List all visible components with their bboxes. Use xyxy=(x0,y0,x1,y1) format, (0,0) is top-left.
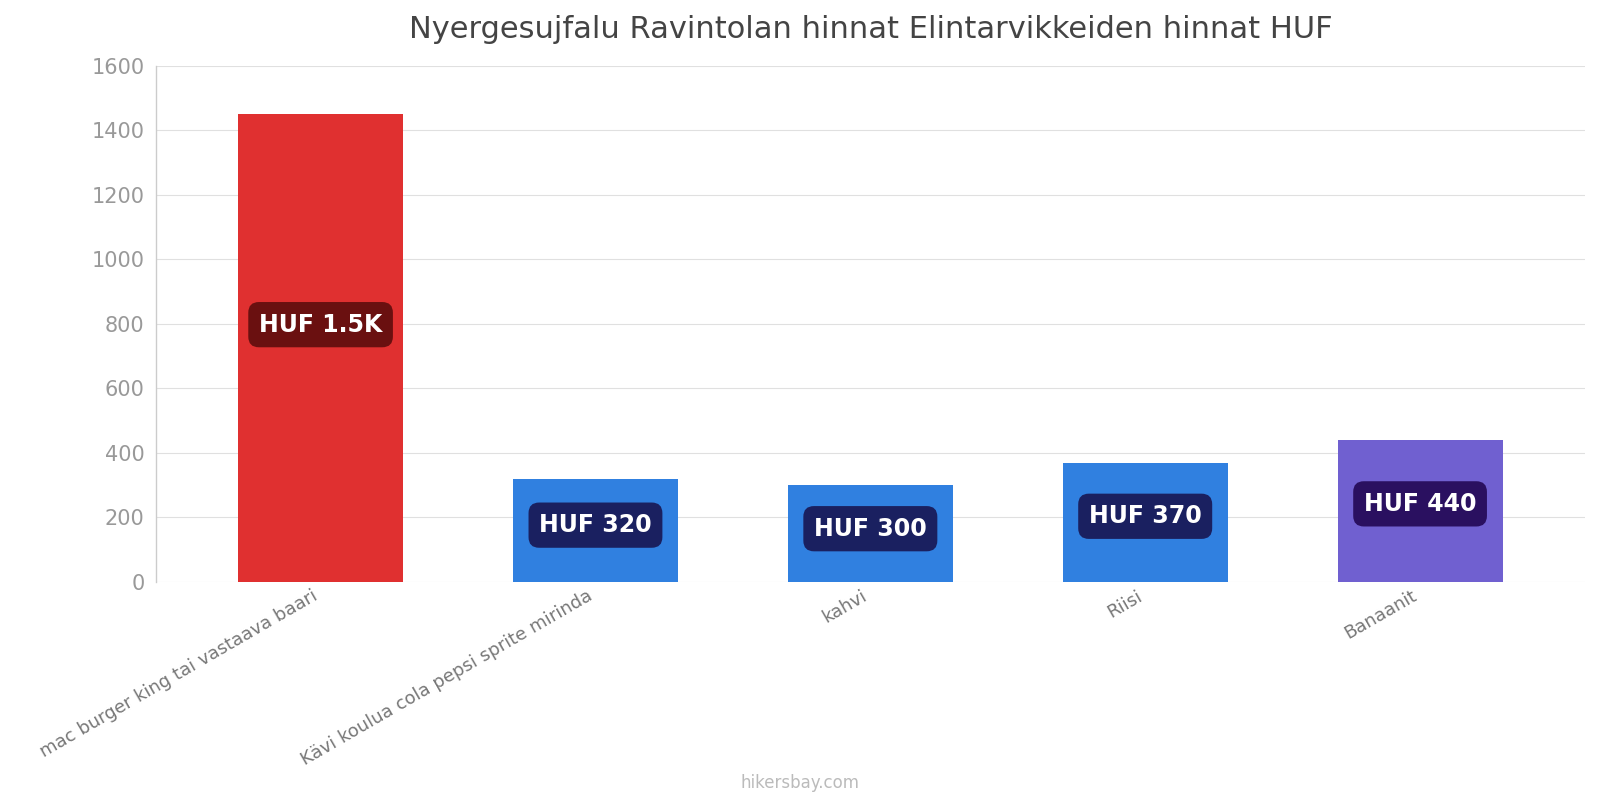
Text: HUF 320: HUF 320 xyxy=(539,513,651,537)
Text: HUF 300: HUF 300 xyxy=(814,517,926,541)
Bar xyxy=(1338,440,1502,582)
Bar xyxy=(238,114,403,582)
Text: HUF 1.5K: HUF 1.5K xyxy=(259,313,382,337)
Bar xyxy=(514,478,678,582)
Text: hikersbay.com: hikersbay.com xyxy=(741,774,859,792)
Bar xyxy=(1062,462,1227,582)
Bar xyxy=(787,485,952,582)
Text: HUF 440: HUF 440 xyxy=(1363,492,1477,516)
Text: HUF 370: HUF 370 xyxy=(1090,504,1202,528)
Title: Nyergesujfalu Ravintolan hinnat Elintarvikkeiden hinnat HUF: Nyergesujfalu Ravintolan hinnat Elintarv… xyxy=(408,15,1333,44)
